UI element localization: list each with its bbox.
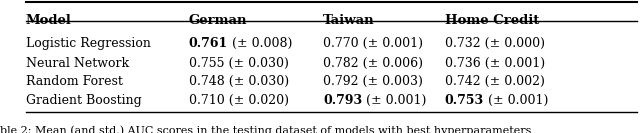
Text: (± 0.008): (± 0.008) — [228, 37, 292, 50]
Text: 0.793: 0.793 — [323, 94, 362, 107]
Text: 0.748 (± 0.030): 0.748 (± 0.030) — [189, 75, 289, 88]
Text: ble 2: Mean (and std.) AUC scores in the testing dataset of models with best hyp: ble 2: Mean (and std.) AUC scores in the… — [0, 125, 531, 133]
Text: 0.742 (± 0.002): 0.742 (± 0.002) — [445, 75, 545, 88]
Text: (± 0.001): (± 0.001) — [484, 94, 548, 107]
Text: 0.755 (± 0.030): 0.755 (± 0.030) — [189, 57, 289, 70]
Text: Home Credit: Home Credit — [445, 14, 539, 27]
Text: Taiwan: Taiwan — [323, 14, 375, 27]
Text: German: German — [189, 14, 247, 27]
Text: 0.782 (± 0.006): 0.782 (± 0.006) — [323, 57, 423, 70]
Text: Neural Network: Neural Network — [26, 57, 129, 70]
Text: 0.710 (± 0.020): 0.710 (± 0.020) — [189, 94, 289, 107]
Text: Model: Model — [26, 14, 72, 27]
Text: 0.770 (± 0.001): 0.770 (± 0.001) — [323, 37, 423, 50]
Text: Logistic Regression: Logistic Regression — [26, 37, 150, 50]
Text: 0.736 (± 0.001): 0.736 (± 0.001) — [445, 57, 545, 70]
Text: Gradient Boosting: Gradient Boosting — [26, 94, 141, 107]
Text: Random Forest: Random Forest — [26, 75, 122, 88]
Text: (± 0.001): (± 0.001) — [362, 94, 427, 107]
Text: 0.792 (± 0.003): 0.792 (± 0.003) — [323, 75, 423, 88]
Text: 0.732 (± 0.000): 0.732 (± 0.000) — [445, 37, 545, 50]
Text: 0.761: 0.761 — [189, 37, 228, 50]
Text: 0.753: 0.753 — [445, 94, 484, 107]
